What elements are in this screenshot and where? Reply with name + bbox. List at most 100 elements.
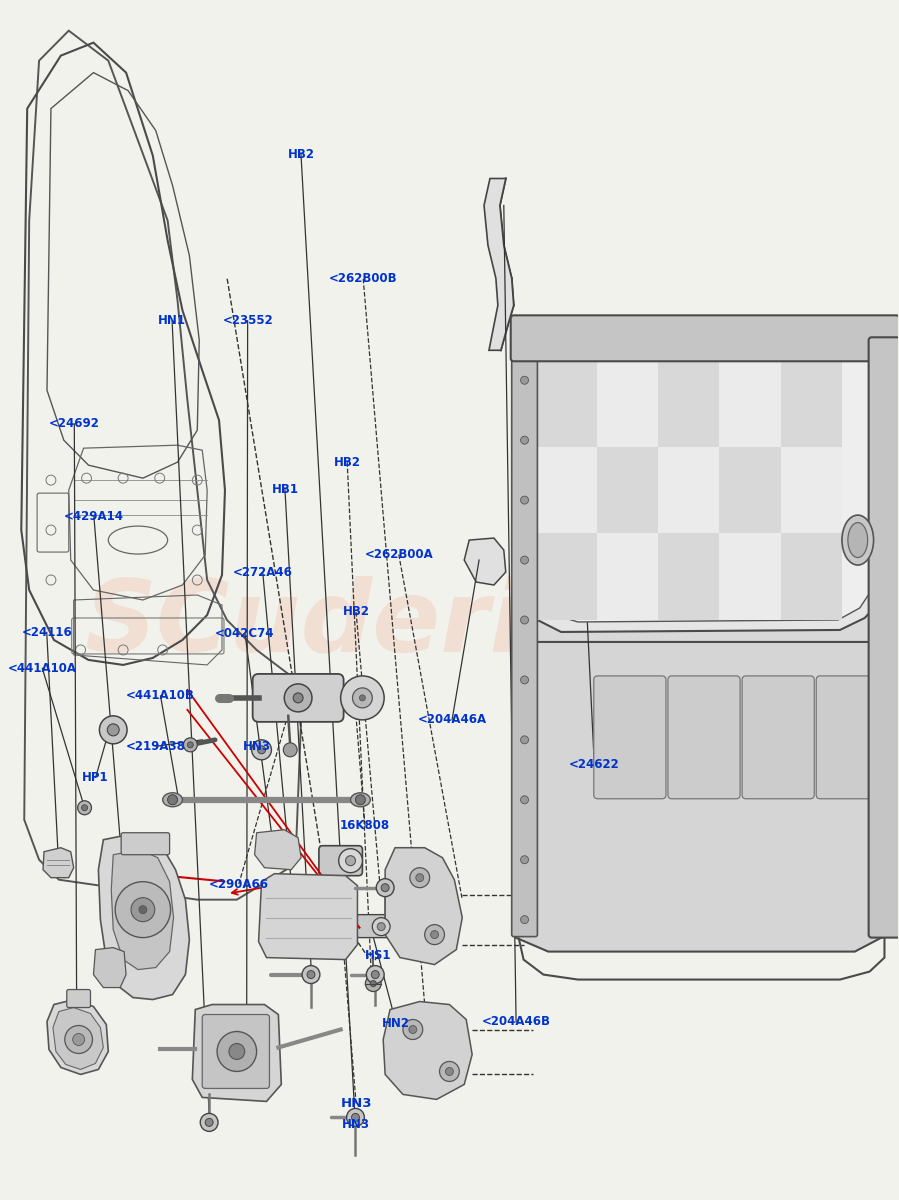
Text: HS1: HS1 <box>365 949 392 962</box>
Text: <429A14: <429A14 <box>64 510 124 522</box>
Circle shape <box>82 805 87 811</box>
Polygon shape <box>383 1002 472 1099</box>
Text: HP1: HP1 <box>83 770 109 784</box>
Text: <262B00B: <262B00B <box>329 272 397 286</box>
Circle shape <box>521 856 529 864</box>
Ellipse shape <box>351 793 370 806</box>
Bar <box>536 360 597 446</box>
FancyBboxPatch shape <box>202 1014 270 1088</box>
Bar <box>719 360 780 446</box>
FancyBboxPatch shape <box>593 676 666 799</box>
Circle shape <box>521 796 529 804</box>
Bar <box>536 534 597 620</box>
Text: HN3: HN3 <box>341 1097 372 1110</box>
Bar <box>536 446 597 534</box>
Bar <box>658 446 719 534</box>
Text: HN3: HN3 <box>243 739 271 752</box>
Ellipse shape <box>848 522 868 558</box>
Text: HN2: HN2 <box>382 1016 410 1030</box>
Circle shape <box>521 916 529 924</box>
Circle shape <box>100 716 127 744</box>
Circle shape <box>200 1114 218 1132</box>
FancyBboxPatch shape <box>319 846 362 876</box>
Circle shape <box>381 883 389 892</box>
Circle shape <box>431 931 439 938</box>
Circle shape <box>360 695 365 701</box>
Circle shape <box>229 1044 245 1060</box>
Text: <204A46A: <204A46A <box>417 713 486 726</box>
Circle shape <box>115 882 171 937</box>
Ellipse shape <box>842 515 874 565</box>
Text: <24692: <24692 <box>49 418 100 431</box>
Circle shape <box>77 800 92 815</box>
Polygon shape <box>111 850 174 970</box>
Circle shape <box>521 736 529 744</box>
Polygon shape <box>98 835 190 1000</box>
Circle shape <box>302 966 320 984</box>
Circle shape <box>352 1114 360 1121</box>
Bar <box>597 360 658 446</box>
Text: <24116: <24116 <box>22 626 72 638</box>
FancyBboxPatch shape <box>121 833 170 854</box>
Circle shape <box>521 556 529 564</box>
FancyBboxPatch shape <box>253 674 343 722</box>
Circle shape <box>372 918 390 936</box>
Circle shape <box>293 692 303 703</box>
Polygon shape <box>516 642 885 952</box>
Bar <box>780 360 842 446</box>
Text: <272A46: <272A46 <box>233 566 293 578</box>
Text: <042C74: <042C74 <box>215 628 275 640</box>
Circle shape <box>258 746 265 754</box>
Text: HN3: HN3 <box>343 1118 370 1132</box>
Text: 16K808: 16K808 <box>340 818 390 832</box>
FancyBboxPatch shape <box>357 914 390 937</box>
Polygon shape <box>259 874 358 960</box>
Text: <441A10B: <441A10B <box>126 689 195 702</box>
Circle shape <box>365 976 381 991</box>
Bar <box>780 534 842 620</box>
Bar <box>597 446 658 534</box>
Text: <219A38: <219A38 <box>126 739 186 752</box>
Circle shape <box>377 878 394 896</box>
Circle shape <box>283 743 298 757</box>
Circle shape <box>521 616 529 624</box>
Circle shape <box>307 971 315 978</box>
Text: <23552: <23552 <box>222 314 273 328</box>
Text: HB2: HB2 <box>343 606 369 618</box>
Ellipse shape <box>163 793 182 806</box>
Bar <box>658 360 719 446</box>
Circle shape <box>521 377 529 384</box>
Circle shape <box>416 874 423 882</box>
Text: <441A10A: <441A10A <box>8 662 76 674</box>
Circle shape <box>355 794 365 805</box>
Polygon shape <box>385 847 462 965</box>
Circle shape <box>352 688 372 708</box>
Circle shape <box>345 856 355 865</box>
FancyBboxPatch shape <box>816 676 888 799</box>
Bar <box>719 534 780 620</box>
Circle shape <box>131 898 155 922</box>
Circle shape <box>409 1026 417 1033</box>
Text: <204A46B: <204A46B <box>482 1015 550 1028</box>
Circle shape <box>167 794 177 805</box>
Polygon shape <box>513 318 895 940</box>
Polygon shape <box>484 179 513 350</box>
Text: <262B00A: <262B00A <box>364 548 433 560</box>
FancyBboxPatch shape <box>868 337 899 937</box>
FancyBboxPatch shape <box>512 353 538 937</box>
Text: <290A66: <290A66 <box>209 877 269 890</box>
Text: HB2: HB2 <box>334 456 360 469</box>
FancyBboxPatch shape <box>742 676 814 799</box>
Circle shape <box>73 1033 85 1045</box>
Text: <24622: <24622 <box>569 757 619 770</box>
Polygon shape <box>520 335 885 632</box>
Circle shape <box>339 848 362 872</box>
Polygon shape <box>464 538 506 586</box>
Circle shape <box>139 906 147 913</box>
Circle shape <box>107 724 120 736</box>
Circle shape <box>65 1026 93 1054</box>
FancyBboxPatch shape <box>67 990 91 1008</box>
Circle shape <box>440 1062 459 1081</box>
Text: HB2: HB2 <box>288 148 315 161</box>
Polygon shape <box>53 1008 103 1069</box>
